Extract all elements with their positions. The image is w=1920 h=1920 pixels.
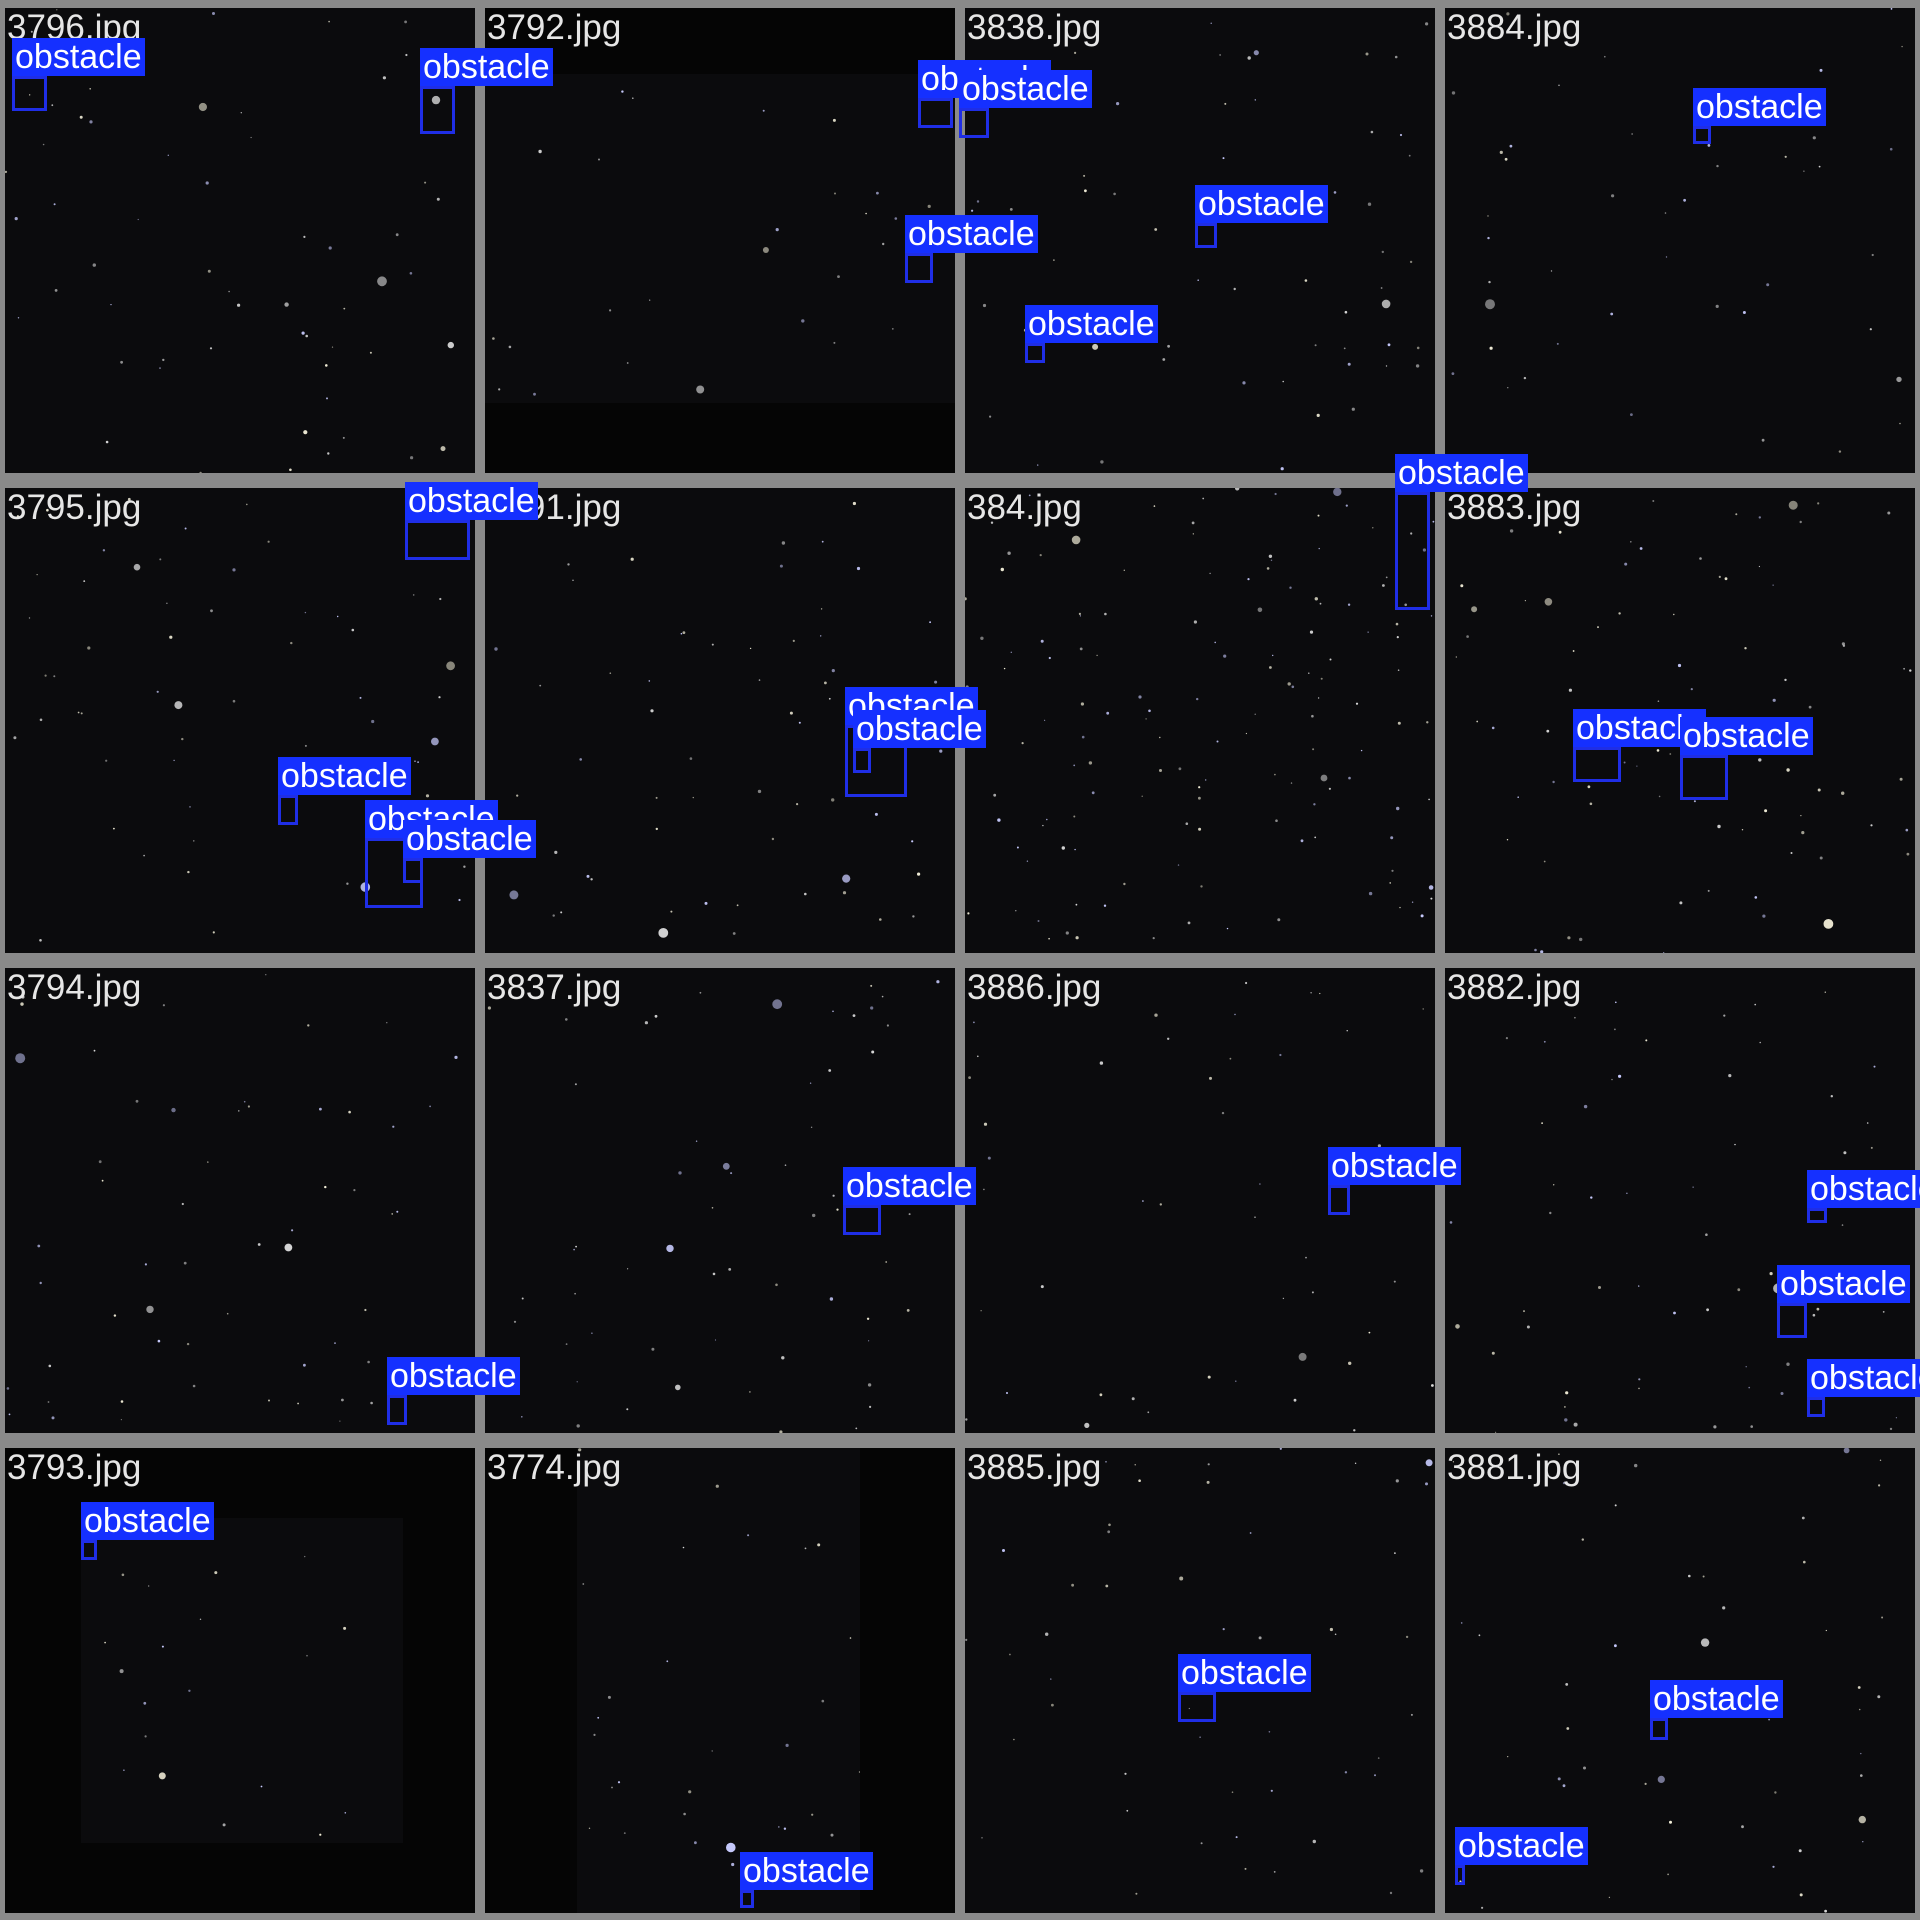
letterbox-padding xyxy=(81,1843,403,1913)
image-tile: 384.jpg obstacle xyxy=(965,454,1528,953)
tile-filename: 3774.jpg xyxy=(487,1448,622,1487)
starfield-image xyxy=(485,8,955,473)
starfield-image xyxy=(965,488,1435,953)
tile-filename: 3882.jpg xyxy=(1447,968,1582,1007)
letterbox-padding xyxy=(860,1448,955,1913)
image-tile: 3881.jpg obstacle obstacle xyxy=(1445,1448,1915,1913)
starfield-image xyxy=(1445,8,1915,473)
tile-filename: 3837.jpg xyxy=(487,968,622,1007)
starfield-image xyxy=(485,488,955,953)
tile-filename: 3793.jpg xyxy=(7,1448,142,1487)
tile-filename: 3838.jpg xyxy=(967,8,1102,47)
tile-filename: 3791.jpg xyxy=(487,488,622,527)
image-tile: 3886.jpg obstacle xyxy=(965,968,1461,1433)
image-tile: 3796.jpg obstacle obstacle xyxy=(5,8,553,473)
image-tile: 3774.jpg obstacle xyxy=(485,1448,955,1913)
letterbox-padding xyxy=(485,1448,577,1913)
starfield-image xyxy=(1445,1448,1915,1913)
image-tile: 3795.jpg obstacle obstacle obstacle obstacle xyxy=(5,482,538,953)
starfield-image xyxy=(5,8,475,473)
letterbox-padding xyxy=(5,1448,81,1913)
starfield-image xyxy=(965,1448,1435,1913)
tile-filename: 3795.jpg xyxy=(7,488,142,527)
tile-filename: 3881.jpg xyxy=(1447,1448,1582,1487)
image-tile: 3792.jpg obstacle obstacle xyxy=(485,8,1051,473)
starfield-image xyxy=(5,968,475,1433)
tile-filename: 3792.jpg xyxy=(487,8,622,47)
tile-filename: 3884.jpg xyxy=(1447,8,1582,47)
starfield-image xyxy=(5,488,475,953)
image-tile: 3883.jpg obstacle obstacle xyxy=(1445,488,1915,953)
tile-filename: 3794.jpg xyxy=(7,968,142,1007)
tile-filename: 3886.jpg xyxy=(967,968,1102,1007)
starfield-image xyxy=(485,968,955,1433)
starfield-image xyxy=(1445,968,1915,1433)
starfield-image xyxy=(5,1448,475,1913)
image-tile: 3794.jpg obstacle xyxy=(5,968,520,1433)
tile-filename: 3883.jpg xyxy=(1447,488,1582,527)
image-tile: 3838.jpg obstacle obstacle obstacle xyxy=(959,8,1435,473)
letterbox-padding xyxy=(485,8,955,74)
image-tile: 3791.jpg obstacle obstacle xyxy=(485,488,986,953)
tile-filename: 3885.jpg xyxy=(967,1448,1102,1487)
starfield-image xyxy=(485,1448,955,1913)
tile-filename: 3796.jpg xyxy=(7,8,142,47)
image-tile: 3885.jpg obstacle xyxy=(965,1448,1435,1913)
image-tile: 3793.jpg obstacle xyxy=(5,1448,475,1913)
starfield-image xyxy=(965,8,1435,473)
starfield-image xyxy=(965,968,1435,1433)
image-tile: 3884.jpg obstacle xyxy=(1445,8,1915,473)
starfield-image xyxy=(1445,488,1915,953)
image-tile: 3837.jpg obstacle xyxy=(485,968,976,1433)
letterbox-padding xyxy=(403,1448,475,1913)
tile-filename: 384.jpg xyxy=(967,488,1082,527)
letterbox-padding xyxy=(485,403,955,473)
